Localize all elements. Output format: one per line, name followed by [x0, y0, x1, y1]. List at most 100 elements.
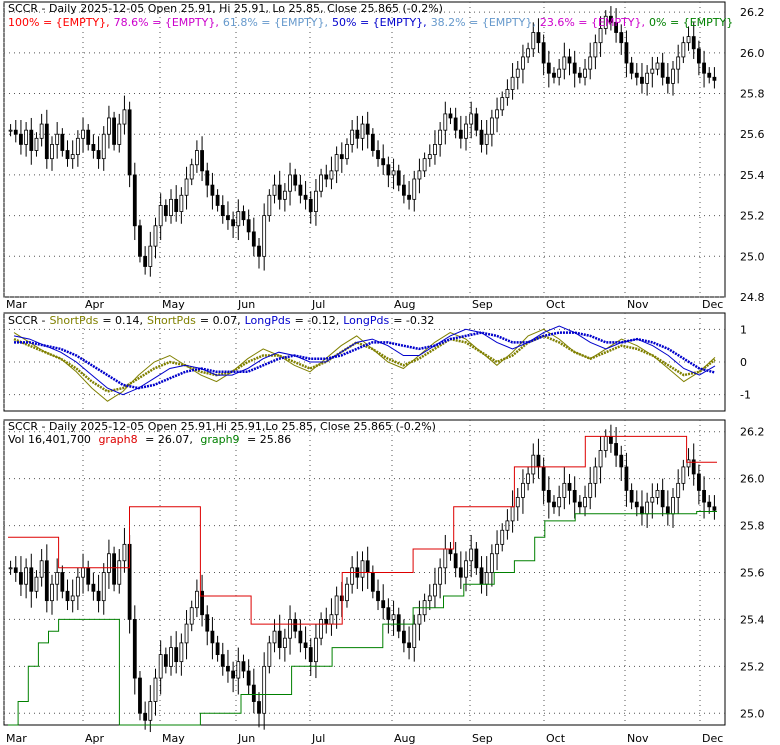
- candle-body: [65, 150, 70, 160]
- candle-body: [541, 42, 546, 64]
- candle-body: [614, 21, 618, 33]
- candle-body: [650, 68, 655, 74]
- trailing-stop-candles: [8, 424, 717, 733]
- fib-legend-item: 61.8% = {EMPTY},: [223, 16, 328, 29]
- x-tick-label: Sep: [472, 732, 493, 745]
- candle-body: [55, 133, 60, 145]
- candle-body: [665, 506, 670, 515]
- candle-body: [464, 123, 468, 139]
- candle-body: [609, 15, 613, 23]
- candle-body: [303, 194, 308, 200]
- candle-body: [194, 590, 199, 609]
- candle-body: [521, 56, 525, 70]
- x-tick-label: Apr: [85, 732, 105, 745]
- axis-labels: 26.2 26.0 25.8 25.6 25.4 25.2 25.0 24.8 1 0 -1 26.2…: [6, 6, 765, 745]
- candle-body: [44, 560, 49, 602]
- candle-body: [189, 164, 194, 180]
- candle-body: [417, 614, 422, 625]
- candle-body: [562, 56, 567, 70]
- candle-body: [510, 76, 515, 90]
- candle-body: [81, 567, 85, 578]
- candle-body: [148, 245, 153, 267]
- candle-body: [365, 560, 370, 573]
- y-tick-label: 26.0: [740, 473, 765, 486]
- candle-body: [189, 607, 194, 625]
- candle-body: [433, 144, 437, 155]
- candle-body: [707, 501, 712, 508]
- candle-body: [526, 473, 531, 484]
- candle-body: [381, 600, 386, 609]
- candle-body: [422, 158, 427, 172]
- candle-body: [479, 129, 484, 145]
- x-tick-label: Aug: [394, 298, 415, 311]
- graph9-line: [8, 511, 717, 726]
- candle-body: [158, 654, 163, 679]
- candle-body: [577, 501, 582, 508]
- candle-body: [484, 572, 489, 585]
- candle-body: [272, 630, 277, 644]
- candle-body: [70, 154, 75, 160]
- candle-body: [505, 520, 510, 531]
- candle-body: [236, 661, 241, 679]
- candle-body: [474, 113, 479, 131]
- y-tick-label: 26.0: [740, 47, 765, 60]
- candle-body: [515, 497, 520, 508]
- candle-body: [448, 548, 453, 555]
- candle-body: [603, 15, 608, 29]
- candle-body: [495, 543, 499, 555]
- candle-body: [686, 36, 691, 44]
- candle-body: [101, 133, 106, 160]
- candle-body: [324, 619, 329, 625]
- candle-body: [370, 572, 375, 592]
- candle-body: [552, 501, 556, 508]
- candle-body: [552, 72, 556, 78]
- candle-body: [29, 129, 34, 151]
- candle-body: [396, 614, 401, 632]
- x-tick-label: Dec: [702, 298, 723, 311]
- candle-body: [132, 174, 137, 227]
- candle-body: [334, 595, 339, 616]
- trailing-title: SCCR - Daily 2025-12-05 Open 25.91,Hi 25…: [8, 420, 436, 433]
- candle-body: [531, 32, 536, 50]
- candle-body: [412, 178, 417, 200]
- graph9-value: = 25.86: [247, 433, 291, 446]
- candle-body: [288, 174, 292, 192]
- candle-body: [138, 225, 142, 257]
- candle-body: [453, 553, 458, 569]
- fib-legend-item: 38.2% = {EMPTY},: [431, 16, 536, 29]
- candle-body: [34, 137, 39, 151]
- oscillator-legend-item: = 0.07,: [200, 314, 241, 327]
- candle-body: [329, 170, 334, 180]
- candle-body: [702, 62, 706, 74]
- fib-legend-item: 50% = {EMPTY},: [332, 16, 427, 29]
- candle-body: [334, 154, 339, 172]
- x-tick-label: Sep: [472, 298, 493, 311]
- candle-body: [577, 72, 582, 78]
- candle-body: [148, 701, 153, 721]
- candle-body: [246, 670, 251, 686]
- candle-body: [65, 590, 70, 602]
- candle-body: [707, 72, 712, 78]
- candle-body: [381, 158, 386, 166]
- oscillator-legend: SCCR - ShortPds = 0.14, ShortPds = 0.07, Long…: [8, 314, 434, 327]
- candle-body: [251, 684, 256, 702]
- oscillator-lines: [13, 325, 716, 402]
- candle-body: [241, 661, 246, 672]
- candle-body: [469, 113, 474, 125]
- candle-body: [350, 129, 355, 145]
- candle-body: [220, 654, 225, 667]
- oscillator-legend-item: = 0.14,: [102, 314, 143, 327]
- candle-body: [50, 583, 54, 602]
- candle-body: [24, 129, 29, 145]
- vol-label: Vol 16,401,700: [8, 433, 91, 446]
- candle-body: [702, 489, 706, 503]
- candle-body: [184, 178, 189, 196]
- candle-body: [386, 607, 391, 620]
- fib-legend-item: 78.6% = {EMPTY},: [114, 16, 219, 29]
- candle-body: [298, 630, 303, 644]
- y-tick-label: 1: [740, 323, 747, 336]
- y-tick-label: 25.2: [740, 660, 765, 673]
- candle-body: [288, 619, 292, 639]
- candle-body: [407, 642, 411, 648]
- price-panel: [3, 1, 726, 298]
